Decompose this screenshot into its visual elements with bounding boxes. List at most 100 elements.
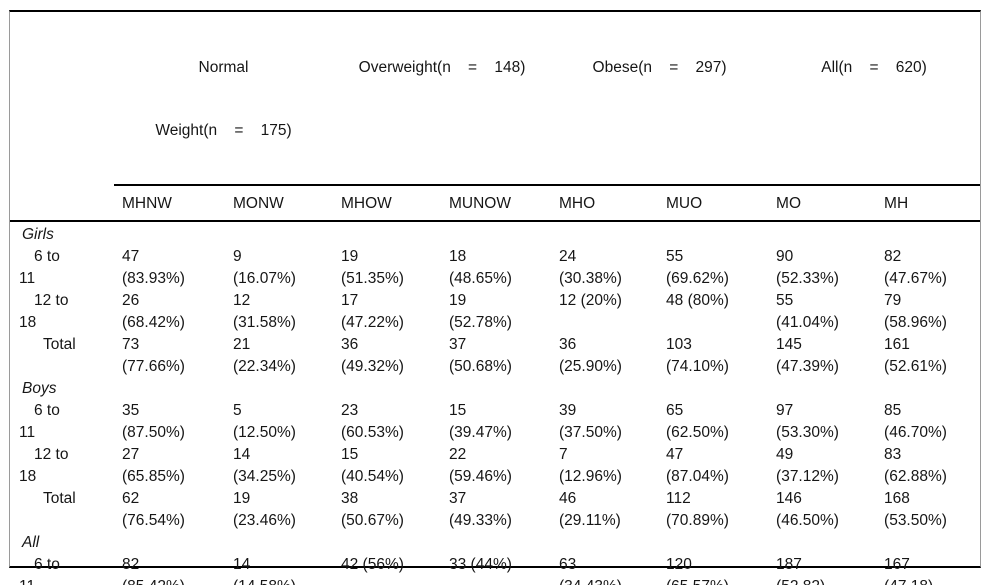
row-label-line: 6 to [34, 402, 60, 419]
cell-count: 35 [122, 402, 140, 419]
column-header-row: MHNW MONW MHOW MUNOW MHO MUO MO MH [10, 185, 981, 222]
cell-count: 42 (56%) [341, 556, 404, 573]
cell-count: 22 [449, 446, 467, 463]
cell-percent: (52.78%) [449, 314, 512, 331]
cell-percent: (22.34%) [233, 358, 296, 375]
data-cell: 48 (80%) [658, 290, 768, 334]
row-label-cell: 12 to 18 [10, 290, 114, 334]
cell-count: 90 [776, 248, 794, 265]
section-label: Girls [22, 226, 54, 243]
group-header-row: Normal Weight(n = 175) Overweight(n = 14… [10, 12, 981, 186]
data-cell: 17 (47.22%) [333, 290, 441, 334]
cell-count: 38 [341, 490, 359, 507]
cell-percent: (87.04%) [666, 468, 729, 485]
cell-percent: (50.67%) [341, 512, 404, 529]
data-cell: 19 (51.35%) [333, 246, 441, 290]
column-header-mo: MO [768, 185, 877, 222]
data-cell: 5 (12.50%) [225, 400, 333, 444]
cell-count: 48 (80%) [666, 292, 729, 309]
row-label-line: 6 to [34, 248, 60, 265]
cell-percent: (14.58%) [233, 576, 333, 585]
group-header-line: Normal [198, 59, 249, 76]
cell-percent: (83.93%) [122, 270, 185, 287]
cell-count: 24 [559, 248, 577, 265]
group-header-line: All(n = 620) [821, 59, 927, 76]
group-header-all: All(n = 620) [768, 12, 981, 186]
group-header-obese: Obese(n = 297) [551, 12, 769, 186]
data-cell: 35 (87.50%) [114, 400, 225, 444]
group-header-line: Weight(n = 175) [155, 122, 292, 139]
cell-count [341, 576, 441, 585]
row-label-cell: Total [10, 334, 114, 378]
group-header-line: Overweight(n = 148) [358, 59, 526, 76]
cell-count: 37 [449, 336, 467, 353]
cell-count: 161 [884, 336, 910, 353]
cell-count: 17 [341, 292, 359, 309]
cell-count: 36 [341, 336, 359, 353]
cell-count: 65 [666, 402, 684, 419]
data-cell: 85 (46.70%) [876, 400, 980, 444]
data-cell: 82 (47.67%) [876, 246, 980, 290]
table-row: Total 73 (77.66%) 21 (22.34%) 36 (49.32%) 37 (50… [10, 334, 980, 378]
cell-percent: (52.33%) [776, 270, 839, 287]
cell-count: 23 [341, 402, 359, 419]
data-cell: 21 (22.34%) [225, 334, 333, 378]
data-cell: 27 (65.85%) [114, 444, 225, 488]
cell-count [559, 312, 658, 334]
cell-percent: (23.46%) [233, 512, 296, 529]
row-label-line: 12 to [34, 292, 69, 309]
cell-percent: (49.32%) [341, 358, 404, 375]
cell-count: 15 [341, 446, 359, 463]
cell-count: 55 [776, 292, 794, 309]
section-label: All [22, 534, 40, 551]
cell-percent: (77.66%) [122, 358, 185, 375]
cell-count: 5 [233, 402, 242, 419]
data-cell: 63 (34.43%) [551, 554, 658, 585]
stub-header-empty [10, 185, 114, 222]
data-cell: 37 (50.68%) [441, 334, 551, 378]
cell-percent: (25.90%) [559, 358, 622, 375]
section-label: Boys [22, 380, 57, 397]
data-cell: 65 (62.50%) [658, 400, 768, 444]
row-label-cell: Total [10, 488, 114, 532]
paper-table-container: Normal Weight(n = 175) Overweight(n = 14… [9, 10, 981, 585]
cell-percent: (53.50%) [884, 512, 947, 529]
cell-count: 73 [122, 336, 140, 353]
row-label-line: 6 to [34, 556, 60, 573]
data-cell: 18 (48.65%) [441, 246, 551, 290]
cell-percent: (74.10%) [666, 358, 729, 375]
cell-count: 26 [122, 292, 140, 309]
table-row: 6 to 11 35 (87.50%) 5 (12.50%) 23 (60.53%) 15 (39… [10, 400, 980, 444]
cell-percent: (76.54%) [122, 512, 185, 529]
cell-count: 83 [884, 446, 902, 463]
cell-count: 63 [559, 556, 577, 573]
section-row: Girls [10, 221, 980, 246]
cell-percent: (69.62%) [666, 270, 729, 287]
cell-percent: (37.12%) [776, 468, 839, 485]
data-cell: 49 (37.12%) [768, 444, 876, 488]
data-cell: 23 (60.53%) [333, 400, 441, 444]
cell-count: 14 [233, 446, 251, 463]
data-cell: 24 (30.38%) [551, 246, 658, 290]
data-cell: 187 (52.82) [768, 554, 876, 585]
cell-percent: (65.85%) [122, 468, 185, 485]
data-cell: 161 (52.61%) [876, 334, 980, 378]
group-header-overweight: Overweight(n = 148) [333, 12, 552, 186]
section-row: Boys [10, 378, 980, 400]
row-label-cell: 6 to 11 [10, 246, 114, 290]
cell-percent: (16.07%) [233, 270, 296, 287]
cell-count: 79 [884, 292, 902, 309]
cell-percent: (12.50%) [233, 424, 296, 441]
cell-count: 21 [233, 336, 251, 353]
data-cell: 42 (56%) [333, 554, 441, 585]
data-cell: 15 (40.54%) [333, 444, 441, 488]
cell-percent: (46.70%) [884, 424, 947, 441]
column-header-monw: MONW [225, 185, 333, 222]
data-cell: 14 (34.25%) [225, 444, 333, 488]
cell-count: 36 [559, 336, 577, 353]
cell-count [449, 576, 551, 585]
cell-percent: (29.11%) [559, 512, 621, 529]
cell-count: 97 [776, 402, 794, 419]
cell-percent: (48.65%) [449, 270, 512, 287]
row-label-line: 12 to [34, 446, 69, 463]
